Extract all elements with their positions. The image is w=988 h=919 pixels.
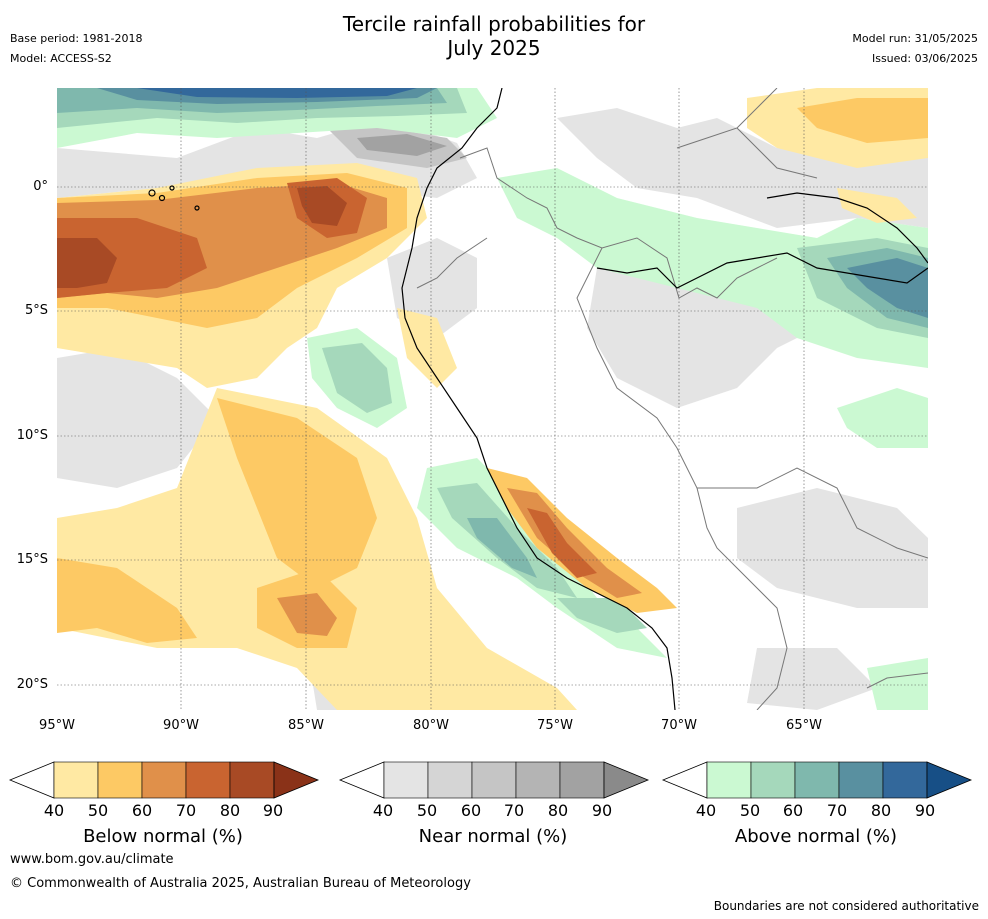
colorbar-under-extend <box>661 761 708 799</box>
cb-below-tick-40: 40 <box>43 801 65 820</box>
colorbar-near-normal <box>338 761 650 799</box>
colorbar-segment <box>515 761 561 799</box>
model-run: Model run: 31/05/2025 <box>852 32 978 45</box>
copyright: © Commonwealth of Australia 2025, Austra… <box>10 876 471 891</box>
colorbar-segment <box>559 761 605 799</box>
lon-label-85w: 85°W <box>288 718 324 733</box>
cb-above-tick-40: 40 <box>695 801 717 820</box>
title-line-1: Tercile rainfall probabilities for <box>342 12 646 36</box>
footer-url[interactable]: www.bom.gov.au/climate <box>10 852 174 867</box>
lat-label-5s: 5°S <box>24 303 48 318</box>
coastline <box>148 88 928 710</box>
lon-label-70w: 70°W <box>661 718 697 733</box>
lon-label-90w: 90°W <box>163 718 199 733</box>
colorbar-segment <box>229 761 275 799</box>
lat-label-0: 0° <box>33 179 48 194</box>
cb-above-tick-50: 50 <box>739 801 761 820</box>
colorbar-over-extend <box>926 761 973 799</box>
colorbar-under-extend <box>8 761 55 799</box>
cb-below-tick-50: 50 <box>87 801 109 820</box>
country-boundaries <box>416 88 928 710</box>
below-normal-regions <box>57 88 928 710</box>
near-normal-strong <box>327 128 467 168</box>
cb-below-tick-90: 90 <box>262 801 284 820</box>
colorbar-below-normal <box>8 761 320 799</box>
title-line-2: July 2025 <box>447 36 541 60</box>
lon-label-80w: 80°W <box>413 718 449 733</box>
cb-below-tick-60: 60 <box>131 801 153 820</box>
base-period: Base period: 1981-2018 <box>10 32 143 45</box>
colorbar-segment <box>750 761 796 799</box>
colorbar-ticks: 40 50 60 70 80 90 40 50 60 70 80 90 40 5… <box>0 801 988 823</box>
colorbar-segment <box>97 761 143 799</box>
colorbar-segment <box>383 761 429 799</box>
model-name: Model: ACCESS-S2 <box>10 52 112 65</box>
colorbar-segment <box>471 761 517 799</box>
colorbar-title-near: Near normal (%) <box>418 826 568 847</box>
lon-label-75w: 75°W <box>537 718 573 733</box>
issued-date: Issued: 03/06/2025 <box>871 52 978 65</box>
colorbar-over-extend <box>603 761 650 799</box>
colorbar-under-extend <box>338 761 385 799</box>
colorbar-title-below: Below normal (%) <box>83 826 243 847</box>
cb-near-tick-90: 90 <box>591 801 613 820</box>
colorbar-title-above: Above normal (%) <box>734 826 898 847</box>
colorbar-segment <box>141 761 187 799</box>
cb-near-tick-80: 80 <box>547 801 569 820</box>
colorbar-segment <box>882 761 928 799</box>
disclaimer: Boundaries are not considered authoritat… <box>713 899 979 913</box>
lon-label-95w: 95°W <box>39 718 75 733</box>
lat-label-20s: 20°S <box>16 677 48 692</box>
colorbar-segment <box>706 761 752 799</box>
colorbar-segment <box>794 761 840 799</box>
above-normal-regions <box>57 88 928 710</box>
probability-map <box>57 88 928 710</box>
cb-above-tick-60: 60 <box>782 801 804 820</box>
colorbar-over-extend <box>273 761 320 799</box>
meta-left: Base period: 1981-2018 Model: ACCESS-S2 <box>10 32 142 72</box>
lat-label-10s: 10°S <box>16 428 48 443</box>
cb-near-tick-50: 50 <box>416 801 438 820</box>
cb-near-tick-60: 60 <box>460 801 482 820</box>
colorbar-above-normal <box>661 761 973 799</box>
colorbar-segment <box>427 761 473 799</box>
cb-above-tick-80: 80 <box>870 801 892 820</box>
colorbar-segment <box>185 761 231 799</box>
gridlines <box>57 88 928 710</box>
colorbar-segment <box>838 761 884 799</box>
cb-near-tick-40: 40 <box>372 801 394 820</box>
lon-label-65w: 65°W <box>786 718 822 733</box>
cb-above-tick-90: 90 <box>914 801 936 820</box>
cb-below-tick-70: 70 <box>175 801 197 820</box>
meta-right: Model run: 31/05/2025 Issued: 03/06/2025 <box>852 32 978 72</box>
map-title: Tercile rainfall probabilities for July … <box>0 12 988 60</box>
cb-near-tick-70: 70 <box>503 801 525 820</box>
colorbar-segment <box>53 761 99 799</box>
cb-below-tick-80: 80 <box>219 801 241 820</box>
cb-above-tick-70: 70 <box>826 801 848 820</box>
colorbars <box>8 761 973 799</box>
lat-label-15s: 15°S <box>16 552 48 567</box>
